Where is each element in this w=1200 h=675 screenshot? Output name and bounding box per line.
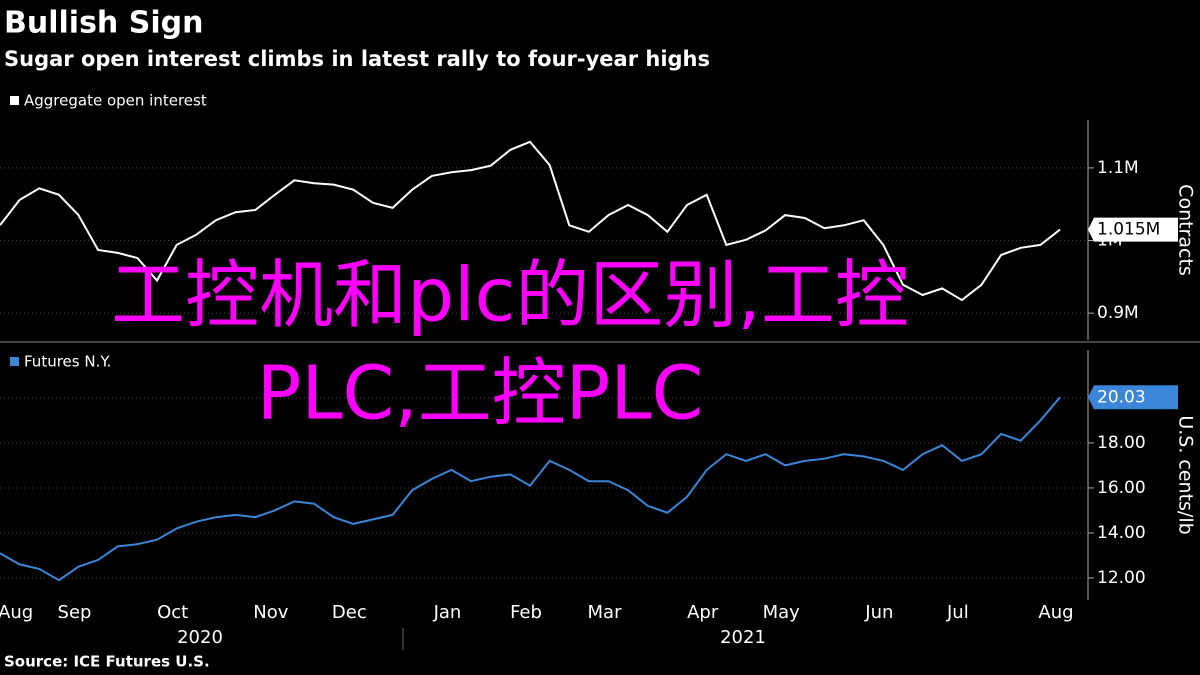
tag-label: 1.015M [1097,220,1160,240]
x-tick-label: Sep [58,602,92,623]
x-tick-label: Aug [0,602,33,623]
data-line [0,140,1061,302]
y-axis-title: Contracts [1175,184,1197,276]
y-tick-label: 18.00 [1097,433,1146,453]
y-tick-label: 0.9M [1097,303,1139,323]
tag-box [1088,217,1178,242]
year-label: 2020 [177,627,223,648]
x-tick-label: Nov [253,602,288,623]
overlay-text: PLC,工控PLC [257,351,704,437]
y-tick-label: 1.1M [1097,158,1139,178]
x-tick-label: Jan [433,602,462,623]
year-label: 2021 [720,627,766,648]
x-tick-label: Apr [687,602,719,623]
data-line [0,396,1061,582]
tag-label: 20.03 [1097,387,1146,407]
y-tick-label: 12.00 [1097,568,1146,588]
source: Source: ICE Futures U.S. [4,653,210,671]
overlay-text: 工控机和plc的区别,工控 [111,253,909,339]
legend-swatch [10,96,19,105]
y-axis-title: U.S. cents/lb [1175,415,1197,534]
y-tick-label: 16.00 [1097,478,1146,498]
legend-label: Aggregate open interest [24,92,207,110]
tag-box [1088,385,1178,410]
last-value-tag: 20.03 [1088,385,1178,410]
legend-swatch [10,357,19,366]
x-tick-label: Aug [1038,602,1073,623]
y-tick-label: 14.00 [1097,523,1146,543]
x-tick-label: Dec [332,602,367,623]
chart-title: Bullish Sign [4,6,203,41]
chart-subtitle: Sugar open interest climbs in latest ral… [4,47,710,71]
x-tick-label: Jul [946,602,969,623]
x-tick-label: Feb [510,602,542,623]
x-tick-label: May [763,602,801,623]
last-value-tag: 1.015M [1088,217,1178,242]
x-tick-label: Jun [864,602,893,623]
x-tick-label: Oct [157,602,188,623]
x-tick-label: Mar [588,602,623,623]
legend-label: Futures N.Y. [24,353,111,371]
